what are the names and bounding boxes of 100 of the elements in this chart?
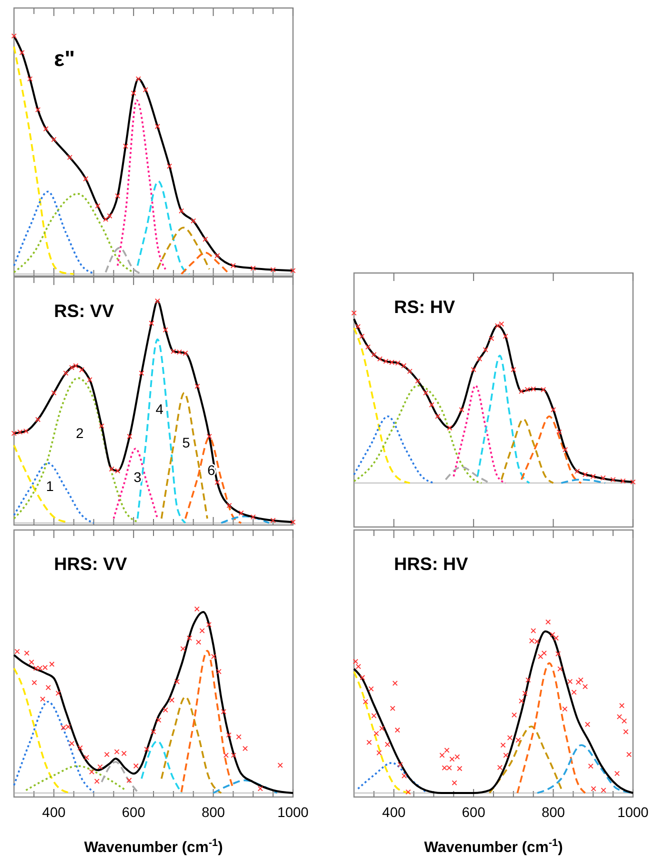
point: [51, 390, 57, 396]
point: [362, 699, 368, 704]
point: [553, 635, 559, 641]
x-tick-label: 800: [542, 804, 566, 820]
annotation: 4: [156, 401, 164, 418]
annotation: 1: [46, 478, 54, 494]
point: [374, 730, 379, 736]
chart-title: RS: VV: [54, 301, 114, 321]
x-tick-label: 400: [42, 804, 66, 820]
point: [614, 770, 620, 776]
point: [270, 267, 276, 272]
point: [46, 684, 51, 690]
point: [356, 664, 362, 670]
point: [394, 727, 400, 733]
point: [622, 718, 627, 724]
text: ε": [54, 46, 75, 71]
point: [43, 126, 49, 132]
point: [126, 434, 132, 440]
point: [557, 666, 563, 672]
point: [556, 429, 562, 435]
point: [619, 702, 624, 708]
point: [470, 366, 476, 372]
point: [206, 434, 212, 440]
point: [238, 510, 244, 516]
point: [522, 690, 528, 696]
point: [63, 370, 68, 376]
point: [230, 263, 236, 268]
point: [407, 368, 412, 374]
point: [180, 646, 186, 652]
point: [150, 729, 156, 734]
point: [550, 632, 556, 638]
point: [351, 310, 357, 316]
point: [126, 778, 132, 783]
point: [14, 648, 20, 654]
point: [476, 356, 482, 362]
point: [415, 378, 420, 384]
point: [526, 677, 531, 683]
point: [371, 352, 377, 358]
point: [33, 666, 39, 671]
point: [138, 370, 144, 376]
point: [623, 729, 628, 734]
point: [444, 748, 450, 753]
point: [620, 478, 626, 484]
point: [270, 518, 276, 523]
point: [40, 696, 46, 702]
point: [494, 323, 500, 328]
point: [83, 176, 88, 182]
point: [510, 366, 516, 372]
point: [162, 707, 168, 713]
point: [107, 213, 112, 219]
point: [630, 479, 636, 485]
point: [576, 680, 582, 685]
point: [498, 321, 504, 327]
point: [574, 468, 580, 474]
point: [571, 690, 577, 695]
point: [114, 193, 120, 199]
point: [166, 164, 172, 169]
point: [567, 678, 573, 684]
point: [194, 384, 200, 389]
point: [169, 697, 174, 703]
point: [28, 660, 34, 665]
point: [516, 738, 521, 743]
point: [590, 786, 596, 792]
point: [144, 746, 150, 752]
point: [512, 712, 517, 718]
point: [538, 654, 544, 660]
point: [32, 680, 37, 686]
point: [211, 654, 216, 660]
point: [51, 136, 57, 142]
point: [19, 50, 25, 56]
point: [206, 622, 212, 628]
point: [590, 474, 596, 480]
point: [114, 749, 120, 754]
point: [162, 327, 168, 333]
point: [178, 208, 184, 214]
chart-title: HRS: HV: [394, 554, 468, 574]
annotation: 3: [134, 468, 142, 485]
point: [174, 679, 180, 684]
point: [545, 619, 551, 625]
point: [458, 407, 464, 412]
point: [69, 740, 74, 746]
point: [154, 124, 160, 130]
point: [482, 347, 488, 352]
point: [56, 690, 61, 696]
point: [588, 764, 594, 769]
point: [69, 364, 74, 370]
point: [226, 502, 232, 508]
point: [398, 762, 403, 768]
x-tick-label: 800: [202, 804, 226, 820]
point: [600, 788, 606, 793]
annotation: 2: [76, 425, 84, 442]
point: [78, 745, 83, 751]
point: [376, 750, 382, 756]
point: [582, 472, 588, 478]
point: [121, 750, 127, 756]
point: [148, 320, 154, 326]
point: [352, 658, 358, 664]
point: [130, 90, 136, 96]
point: [379, 726, 385, 732]
point: [142, 87, 148, 92]
